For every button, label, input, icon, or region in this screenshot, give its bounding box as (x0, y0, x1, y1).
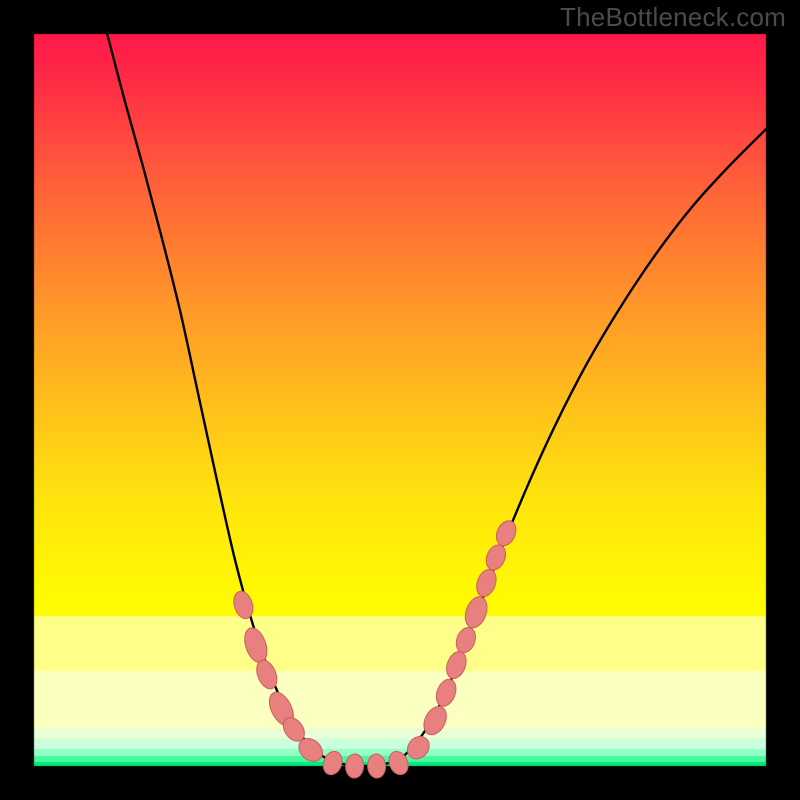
watermark-text: TheBottleneck.com (560, 2, 786, 33)
chart-stage: TheBottleneck.com (0, 0, 800, 800)
gradient-background (0, 0, 800, 800)
